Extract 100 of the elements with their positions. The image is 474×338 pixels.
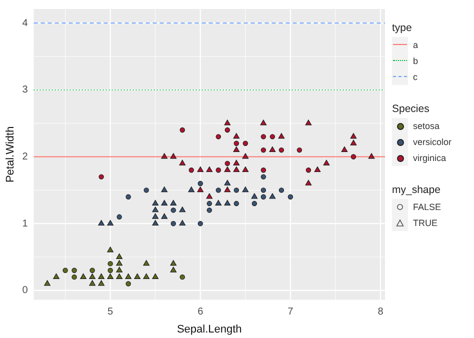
point (216, 168, 221, 173)
text: TRUE (413, 218, 438, 228)
legend-title: Species (392, 103, 430, 115)
point (306, 168, 312, 173)
point (170, 200, 177, 206)
point (134, 273, 140, 280)
text: FALSE (413, 202, 442, 212)
point (98, 220, 104, 226)
point (116, 253, 122, 259)
point (288, 194, 294, 200)
point (170, 153, 177, 159)
point (152, 273, 158, 280)
point (89, 273, 96, 280)
point (143, 260, 150, 266)
point (170, 260, 177, 266)
point (180, 127, 185, 133)
y-axis-title: Petal.Width (4, 126, 17, 183)
point (234, 140, 239, 146)
point (62, 268, 68, 273)
point (179, 206, 186, 212)
x-tick-label: 8 (378, 306, 384, 318)
point (152, 213, 158, 219)
point (126, 194, 131, 200)
point (116, 260, 122, 266)
point (72, 274, 77, 280)
point (242, 166, 249, 172)
x-tick-label: 7 (288, 306, 294, 318)
point (233, 166, 240, 172)
point (152, 220, 158, 226)
point (234, 188, 239, 193)
point (278, 188, 284, 193)
point (144, 188, 149, 193)
point (188, 186, 195, 192)
x-axis-title: Sepal.Length (176, 323, 242, 336)
point (350, 154, 356, 160)
point (152, 206, 158, 212)
point (224, 166, 231, 172)
point (224, 200, 231, 206)
point (152, 200, 158, 206)
point (197, 166, 204, 172)
point (323, 160, 330, 166)
point (90, 268, 95, 273)
point (224, 120, 231, 126)
point (179, 220, 186, 226)
point (89, 280, 96, 286)
point (242, 140, 248, 146)
point (206, 193, 213, 199)
legend-label: b (413, 56, 418, 66)
point (161, 200, 168, 206)
x-tick-label: 6 (198, 306, 204, 318)
legend-label: c (413, 72, 418, 82)
point (242, 186, 249, 192)
point (197, 186, 204, 192)
point (234, 200, 239, 206)
point (143, 273, 150, 280)
point (206, 200, 212, 206)
point (260, 168, 266, 173)
point (260, 120, 267, 126)
point (269, 193, 276, 199)
point (233, 146, 240, 152)
point (108, 261, 113, 266)
point (198, 220, 203, 226)
point (80, 273, 86, 280)
legend-label: setosa (413, 121, 440, 131)
point (233, 133, 240, 139)
point (350, 133, 357, 139)
point (44, 280, 50, 286)
point (224, 180, 231, 186)
point (270, 134, 276, 140)
text: type (392, 22, 413, 34)
point (180, 274, 185, 280)
point (242, 153, 249, 159)
point (278, 147, 284, 153)
point (170, 266, 177, 272)
point (305, 120, 312, 126)
y-tick-label: 0 (22, 285, 28, 296)
y-tick-label: 3 (22, 84, 28, 96)
point (260, 134, 266, 140)
point (278, 133, 285, 139)
point (170, 208, 176, 213)
y-tick-label: 4 (22, 18, 28, 29)
point (161, 186, 168, 192)
point (233, 160, 240, 166)
point (107, 246, 114, 252)
point (116, 214, 122, 220)
y-tick-label: 1 (22, 218, 28, 230)
point (116, 266, 122, 272)
point (296, 147, 302, 153)
point (260, 194, 266, 200)
point (53, 273, 60, 280)
point (179, 160, 186, 166)
point (72, 268, 77, 273)
point (107, 273, 114, 280)
point (215, 200, 222, 206)
point (126, 281, 131, 286)
point (198, 180, 203, 186)
point (224, 186, 231, 192)
point (206, 208, 212, 213)
point (125, 273, 132, 280)
point (224, 160, 230, 166)
